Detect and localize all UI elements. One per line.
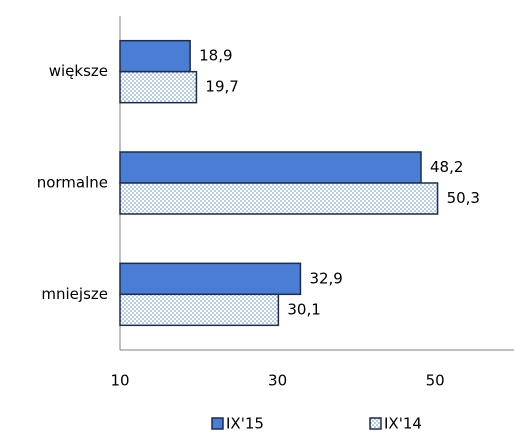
bar xyxy=(119,293,280,327)
bar xyxy=(119,70,198,104)
x-tick-label: 30 xyxy=(268,372,287,390)
value-label: 18,9 xyxy=(199,47,232,65)
legend-label: IX'15 xyxy=(226,415,264,433)
legend-label: IX'14 xyxy=(384,415,422,433)
value-label: 48,2 xyxy=(430,158,463,176)
legend-swatch xyxy=(369,417,382,430)
bar xyxy=(119,262,302,296)
bar xyxy=(119,182,439,215)
bar xyxy=(119,151,422,184)
x-tick-label: 10 xyxy=(110,372,129,390)
y-tick-label: mniejsze xyxy=(41,285,108,303)
value-label: 19,7 xyxy=(205,78,238,96)
y-tick-label: normalne xyxy=(37,174,108,192)
value-label: 32,9 xyxy=(309,269,342,287)
bar xyxy=(119,39,191,73)
value-label: 50,3 xyxy=(447,189,480,207)
x-tick-label: 50 xyxy=(426,372,445,390)
y-tick-label: większe xyxy=(49,62,108,80)
legend-swatch xyxy=(211,417,224,430)
value-label: 30,1 xyxy=(287,300,320,318)
